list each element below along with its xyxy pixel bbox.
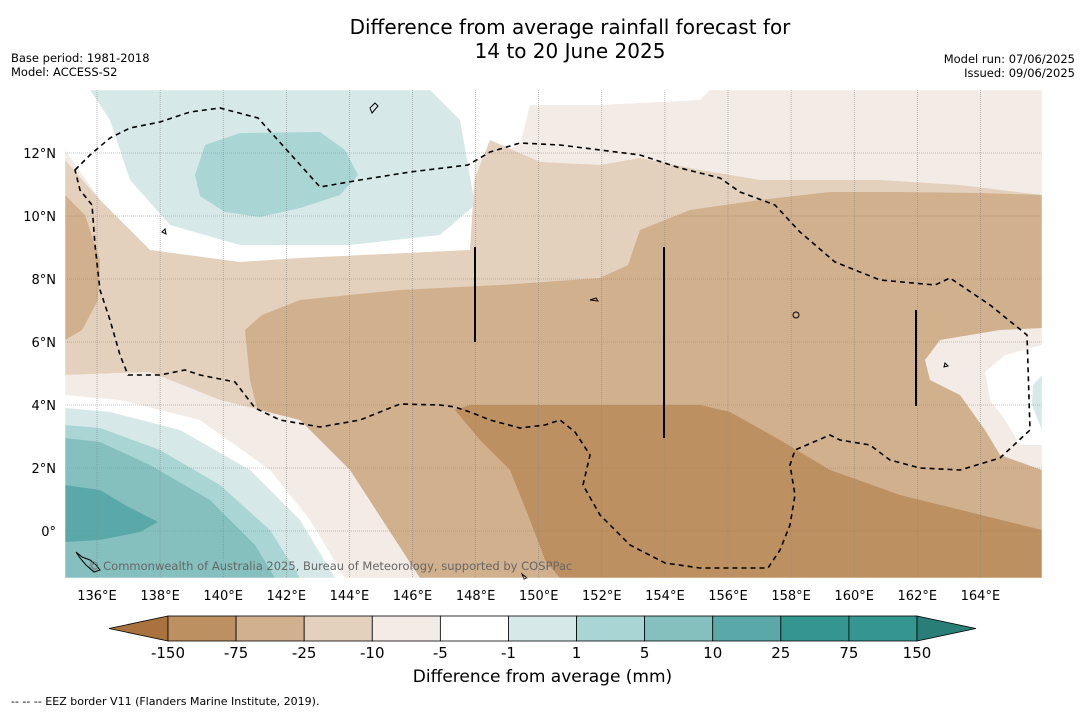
graticule (65, 90, 1042, 578)
longitude-label: 136°E (77, 589, 117, 604)
model-label: Model: ACCESS-S2 (11, 65, 118, 79)
colorbar-tick: -10 (360, 644, 385, 662)
contour-sw-25 (65, 438, 275, 578)
longitude-label: 154°E (645, 589, 685, 604)
colorbar-title: Difference from average (mm) (412, 667, 673, 687)
longitude-label: 144°E (330, 589, 370, 604)
colorbar-tick-labels: -150 -75 -25 -10 -5 -1 1 5 10 25 75 150 (151, 644, 931, 662)
latitude-labels: 12°N 10°N 8°N 6°N 4°N 2°N 0° (23, 147, 56, 540)
colorbar-tick: 5 (640, 644, 650, 662)
colorbar-segment (167, 615, 237, 642)
colorbar-segment (371, 615, 441, 642)
colorbar-segment (508, 615, 577, 642)
map-title-line1: Difference from average rainfall forecas… (349, 15, 791, 39)
colorbar-tick: 150 (903, 644, 932, 662)
latitude-label: 12°N (23, 147, 56, 162)
base-period-label: Base period: 1981-2018 (11, 51, 150, 65)
issued-label: Issued: 09/06/2025 (964, 66, 1075, 80)
latitude-label: 4°N (32, 399, 57, 414)
colorbar-extend-high (916, 615, 977, 642)
contour-sw-75 (65, 485, 158, 542)
longitude-label: 164°E (961, 589, 1001, 604)
colorbar-segment (712, 615, 782, 642)
colorbar (108, 615, 977, 642)
colorbar-tick: -25 (292, 644, 317, 662)
colorbar-tick: 10 (703, 644, 722, 662)
model-run-label: Model run: 07/06/2025 (943, 52, 1075, 66)
contour-dry-25-west (65, 195, 100, 340)
longitude-label: 146°E (393, 589, 433, 604)
contour-east-wet (1032, 375, 1042, 430)
map-title-line2: 14 to 20 June 2025 (474, 39, 666, 63)
islands (75, 102, 949, 580)
colorbar-tick: -75 (224, 644, 249, 662)
latitude-label: 0° (41, 525, 56, 540)
colorbar-segment (303, 615, 373, 642)
longitude-label: 140°E (203, 589, 243, 604)
colorbar-tick: 75 (839, 644, 858, 662)
longitude-label: 138°E (140, 589, 180, 604)
colorbar-segment (576, 615, 646, 642)
colorbar-tick: -150 (151, 644, 185, 662)
eez-border-line (74, 107, 1031, 569)
colorbar-tick: -1 (501, 644, 516, 662)
colorbar-extend-low (108, 615, 169, 642)
colorbar-segment (235, 615, 305, 642)
colorbar-segment (439, 615, 509, 642)
colorbar-segment (644, 615, 714, 642)
longitude-label: 152°E (582, 589, 622, 604)
colorbar-tick: 25 (771, 644, 790, 662)
latitude-label: 6°N (32, 336, 57, 351)
eez-footnote: -- -- -- EEZ border V11 (Flanders Marine… (11, 695, 320, 708)
longitude-label: 148°E (456, 589, 496, 604)
map-frame (64, 89, 1043, 579)
colorbar-tick: -5 (433, 644, 448, 662)
copyright-text: © Commonwealth of Australia 2025, Bureau… (88, 559, 572, 573)
colorbar-segment (780, 615, 850, 642)
longitude-label: 158°E (771, 589, 811, 604)
colorbar-segment (848, 615, 918, 642)
longitude-label: 160°E (834, 589, 874, 604)
longitude-label: 162°E (898, 589, 938, 604)
longitude-label: 150°E (519, 589, 559, 604)
latitude-label: 2°N (32, 462, 57, 477)
contour-fields (65, 90, 1042, 578)
longitude-label: 142°E (267, 589, 307, 604)
longitude-label: 156°E (708, 589, 748, 604)
latitude-label: 10°N (23, 210, 56, 225)
longitude-labels: 136°E 138°E 140°E 142°E 144°E 146°E 148°E 150°E… (77, 589, 1000, 604)
colorbar-tick: 1 (572, 644, 582, 662)
latitude-label: 8°N (32, 273, 57, 288)
